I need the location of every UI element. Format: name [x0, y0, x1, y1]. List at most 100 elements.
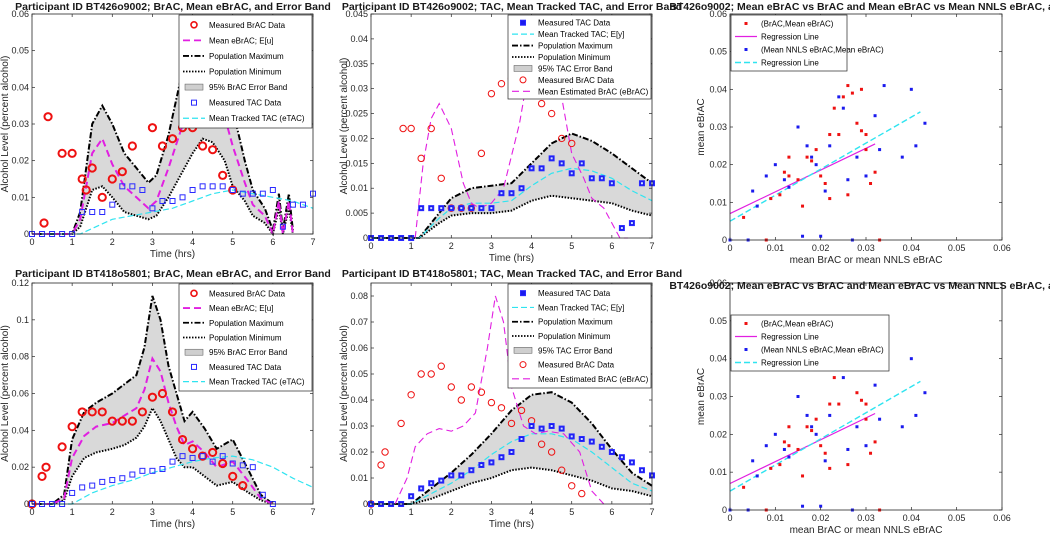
x-tick-label: 6 [270, 237, 275, 247]
chart-title: Participant ID BT418o5801; BrAC, Mean eB… [15, 268, 331, 280]
y-tick-label: 0.06 [350, 343, 368, 353]
y-tick-label: 0.01 [350, 473, 368, 483]
legend-label: Mean Tracked TAC; E[y] [538, 30, 624, 39]
tac-point-core [550, 157, 553, 160]
scatter-point-brac [864, 402, 868, 406]
tac-point-core [620, 227, 623, 230]
tac-point-core [490, 207, 493, 210]
brac-point [57, 442, 67, 452]
scatter-point-nnls [900, 155, 904, 159]
scatter-point-brac [859, 87, 863, 91]
y-tick-label: 0.05 [709, 47, 727, 57]
brac-point [457, 396, 466, 404]
tac-point-core [470, 469, 473, 472]
legend-marker-band [184, 348, 204, 356]
y-tick-label: 0.05 [11, 46, 29, 56]
tac-point-core [500, 456, 503, 459]
tac-point [149, 467, 156, 474]
tac-point-core [600, 445, 603, 448]
scatter-point-nnls [846, 447, 850, 451]
legend-label: Regression Line [761, 33, 819, 42]
scatter-point-nnls [923, 121, 927, 125]
legend-label: Measured BrAC Data [538, 76, 615, 85]
tac-point-core [540, 167, 543, 170]
brac-point [377, 461, 385, 469]
brac-point [238, 480, 248, 491]
legend-label: Mean Estimated BrAC (eBrAC) [538, 87, 649, 96]
scatter-point-brac [869, 451, 873, 455]
brac-point [198, 141, 208, 151]
series-line-etac [371, 167, 653, 239]
tac-point-core [480, 207, 483, 210]
scatter-point-nnls [805, 144, 809, 148]
y-tick-label: 0.02 [11, 156, 29, 166]
tac-point [169, 198, 176, 204]
scatter-point-nnls [751, 189, 755, 193]
series-line-reg-cyan [729, 111, 921, 222]
legend-marker-brac [519, 76, 527, 84]
tac-point [269, 187, 276, 193]
brac-point [137, 407, 147, 417]
x-tick-label: 0.01 [767, 513, 785, 523]
legend-marker-tac [191, 99, 197, 106]
scatter-point-nnls [819, 504, 823, 508]
brac-point [57, 148, 67, 158]
brac-point [407, 391, 415, 399]
tac-point [239, 462, 246, 469]
chart-p3: 0 0.01 0.02 0.03 0.04 0.05 0.06 0 0.01 0.02 0.03 0.… [669, 1, 1050, 266]
legend-label: Population Maximum [538, 318, 613, 327]
y-tick-label: 0.07 [350, 317, 368, 327]
series-line-max [371, 391, 653, 505]
chart-p5: 0 1 2 3 4 5 6 7 0 0.01 0.02 0.03 0.04 0.05 0.06 0.07 0.0… [339, 268, 682, 530]
tac-point-core [450, 474, 453, 477]
y-axis-label: Alcohol Level (percent alcohol) [0, 325, 11, 462]
chart-p4: 0 1 2 3 4 5 6 7 0 0.02 0.04 0.06 0.08 0.1 0.12 Time (hr… [0, 268, 331, 530]
x-tick-label: 0 [727, 513, 732, 523]
tac-point-core [530, 167, 533, 170]
legend-label: 95% TAC Error Band [538, 346, 612, 355]
brac-point [41, 462, 51, 472]
scatter-point-nnls [828, 413, 832, 417]
legend-marker-tac [520, 290, 526, 297]
tac-point [109, 201, 116, 208]
legend-label: 95% BrAC Error Band [209, 83, 287, 92]
y-tick-label: 0.05 [709, 316, 727, 326]
scatter-point-brac [796, 178, 800, 182]
scatter-point-nnls [801, 234, 805, 238]
brac-point [477, 388, 486, 396]
x-tick-label: 0.06 [993, 243, 1011, 253]
tac-point-core [580, 438, 583, 440]
scatter-point-nnls [810, 155, 814, 159]
y-tick-label: 0.04 [350, 395, 368, 405]
legend-marker-tac [520, 19, 526, 26]
scatter-point-brac [841, 95, 845, 99]
tac-point [119, 183, 126, 190]
tac-point [239, 190, 246, 197]
legend-label: Population Minimum [209, 68, 282, 77]
legend-label: Measured BrAC Data [209, 289, 286, 298]
brac-point [447, 204, 455, 212]
brac-point [117, 416, 127, 426]
scatter-point-brac [787, 155, 791, 159]
x-tick-label: 0 [727, 243, 732, 253]
axes-frame [370, 282, 653, 505]
brac-point [208, 145, 218, 155]
tac-point-core [430, 207, 433, 210]
scatter-point-nnls [914, 144, 918, 148]
x-tick-label: 0 [368, 241, 373, 251]
y-tick-label: 0.04 [350, 34, 368, 44]
scatter-point-brac [787, 174, 791, 178]
scatter-point-brac [832, 376, 836, 380]
legend-label: (Mean NNLS eBrAC,Mean eBrAC) [761, 46, 884, 55]
brac-point [497, 79, 506, 88]
brac-point [39, 218, 49, 228]
scatter-point-brac [873, 170, 877, 174]
legend-box [507, 283, 652, 389]
brac-point [547, 448, 556, 456]
y-tick-label: 0.02 [350, 133, 368, 143]
legend-marker-red [744, 22, 748, 25]
tac-point [249, 190, 256, 197]
chart-title: BT426o9002; Mean eBrAC vs BrAC and Mean … [669, 280, 1050, 292]
x-tick-label: 0.03 [857, 513, 875, 523]
y-tick-label: 0.06 [709, 9, 727, 19]
